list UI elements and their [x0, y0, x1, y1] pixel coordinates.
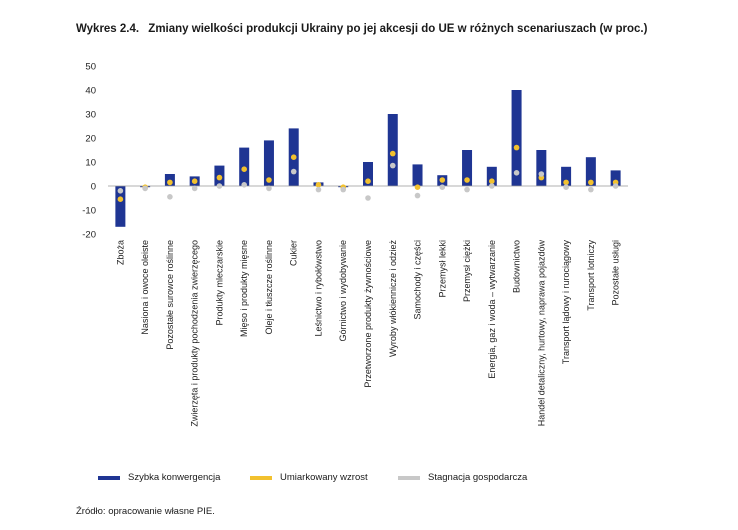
legend-item-fast: Szybka konwergencja — [98, 472, 220, 483]
dot-moderate-growth — [315, 182, 322, 188]
legend-label-fast: Szybka konwergencja — [128, 472, 221, 483]
x-category-label: Pozostałe usługi — [611, 240, 621, 306]
x-category-label: Cukier — [289, 240, 299, 266]
bar-fast-convergence — [511, 90, 522, 186]
x-category-label: Nasiona i owoce oleiste — [140, 240, 150, 335]
dot-moderate-growth — [290, 154, 297, 160]
bar-fast-convergence — [363, 162, 373, 186]
x-category-label: Wyroby włókiennicze i odzież — [388, 240, 398, 357]
y-tick-label: 10 — [85, 158, 96, 169]
dot-moderate-growth — [117, 196, 124, 202]
dots-group — [117, 144, 619, 202]
bar-fast-convergence — [585, 157, 596, 186]
legend-item-moderate: Umiarkowany wzrost — [250, 472, 368, 483]
dot-stagnation — [117, 188, 124, 194]
dot-moderate-growth — [365, 178, 371, 184]
bar-fast-convergence — [412, 164, 423, 186]
legend: Szybka konwergencja Umiarkowany wzrost S… — [98, 472, 658, 488]
x-category-label: Oleje i tłuszcze roślinne — [264, 240, 274, 335]
y-tick-label: 40 — [85, 86, 96, 97]
x-category-label: Górnictwo i wydobywanie — [338, 240, 348, 342]
dot-stagnation — [563, 184, 569, 190]
dot-stagnation — [290, 168, 297, 175]
dot-stagnation — [439, 184, 446, 190]
y-tick-label: 0 — [91, 182, 96, 193]
dot-moderate-growth — [513, 144, 520, 151]
source-note: Źródło: opracowanie własne PIE. — [76, 506, 215, 517]
x-category-label: Samochody i części — [413, 240, 423, 320]
dot-stagnation — [389, 162, 396, 169]
dot-stagnation — [588, 186, 594, 193]
x-category-label: Handel detaliczny, hurtowy, naprawa poja… — [536, 240, 546, 427]
legend-swatch-stagnation — [398, 475, 420, 480]
y-tick-label: 20 — [85, 134, 96, 145]
y-tick-label: 50 — [85, 62, 96, 73]
y-tick-label: -20 — [82, 230, 96, 241]
dot-moderate-growth — [167, 179, 173, 186]
bar-fast-convergence — [561, 166, 572, 186]
dot-moderate-growth — [489, 178, 495, 184]
chart-title: Wykres 2.4. Zmiany wielkości produkcji U… — [76, 22, 696, 36]
legend-swatch-fast — [98, 475, 120, 480]
dot-moderate-growth — [588, 179, 594, 186]
dot-moderate-growth — [464, 177, 470, 183]
chart-number: Wykres 2.4. — [76, 23, 140, 35]
dot-stagnation — [414, 192, 421, 199]
x-category-label: Transport lotniczy — [586, 240, 596, 311]
y-axis: 50 40 30 20 10 0 -10 -20 — [82, 62, 96, 241]
x-category-label: Transport lądowy i rurociągowy — [561, 240, 571, 365]
dot-moderate-growth — [216, 174, 223, 181]
dot-moderate-growth — [191, 178, 198, 184]
x-category-label: Mięso i produkty mięsne — [239, 240, 249, 337]
x-category-label: Energia, gaz i woda – wytwarzanie — [487, 240, 497, 379]
y-tick-label: -10 — [82, 206, 96, 217]
x-category-label: Produkty mleczarskie — [214, 240, 224, 326]
chart-title-text: Zmiany wielkości produkcji Ukrainy po je… — [148, 23, 648, 35]
x-category-label: Budownictwo — [512, 240, 522, 293]
bars-group — [115, 90, 621, 227]
x-category-label: Przemysł lekki — [437, 240, 447, 298]
dot-moderate-growth — [414, 184, 421, 190]
bar-fast-convergence — [462, 150, 473, 186]
dot-stagnation — [365, 195, 371, 201]
dot-stagnation — [241, 182, 247, 188]
dot-moderate-growth — [389, 150, 396, 157]
dot-stagnation — [266, 185, 272, 192]
dot-moderate-growth — [241, 166, 247, 172]
dot-stagnation — [489, 183, 495, 189]
x-category-label: Leśnictwo i rybołówstwo — [313, 240, 323, 337]
x-category-label: Pozostałe surowce roślinne — [165, 240, 175, 350]
x-category-label: Zwierzęta i produkty pochodzenia zwierzę… — [190, 240, 200, 427]
bar-chart: 50 40 30 20 10 0 -10 -20 Zboża Nasiona i owoce o… — [82, 62, 628, 427]
dot-moderate-growth — [439, 177, 446, 183]
dot-moderate-growth — [563, 179, 569, 186]
legend-swatch-moderate — [250, 475, 272, 480]
dot-stagnation — [142, 185, 148, 192]
dot-stagnation — [340, 186, 347, 193]
bar-fast-convergence — [610, 170, 621, 186]
legend-item-stagnation: Stagnacja gospodarcza — [398, 472, 527, 483]
bar-fast-convergence — [263, 140, 274, 186]
x-axis-labels: Zboża Nasiona i owoce oleiste Pozostałe su… — [115, 240, 620, 427]
dot-stagnation — [513, 170, 520, 176]
dot-moderate-growth — [266, 177, 272, 183]
dot-stagnation — [612, 183, 619, 189]
x-category-label: Zboża — [115, 240, 125, 265]
dot-stagnation — [464, 186, 470, 193]
y-tick-label: 30 — [85, 110, 96, 121]
bar-fast-convergence — [387, 114, 398, 186]
dot-stagnation — [538, 171, 545, 177]
legend-label-moderate: Umiarkowany wzrost — [280, 472, 368, 483]
bar-fast-convergence — [486, 166, 497, 186]
bar-fast-convergence — [115, 186, 126, 227]
dot-stagnation — [191, 185, 198, 192]
x-category-label: Przemysł ciężki — [462, 240, 472, 302]
dot-stagnation — [167, 194, 173, 200]
dot-stagnation — [216, 183, 223, 189]
legend-label-stagnation: Stagnacja gospodarcza — [428, 472, 528, 483]
dot-stagnation — [315, 186, 322, 193]
x-category-label: Przetworzone produkty żywnościowe — [363, 240, 373, 388]
bar-fast-convergence — [536, 150, 547, 186]
